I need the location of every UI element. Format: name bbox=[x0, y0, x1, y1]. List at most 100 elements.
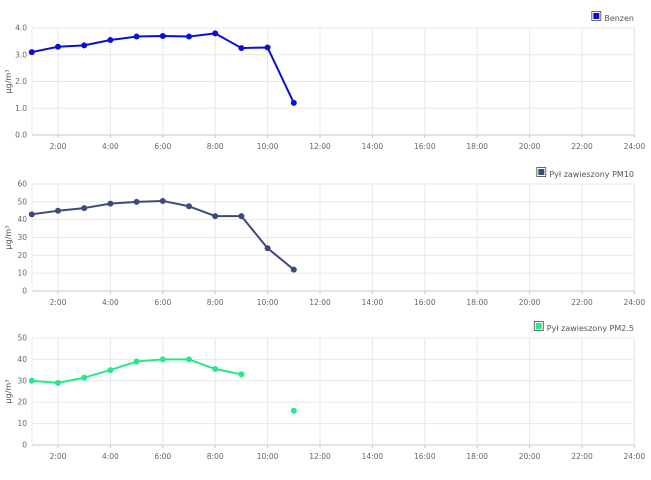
legend-swatch[interactable] bbox=[538, 169, 545, 175]
data-point[interactable] bbox=[133, 33, 140, 40]
y-tick-label: 20 bbox=[17, 398, 27, 407]
y-tick-label: 0.0 bbox=[15, 131, 27, 140]
x-tick-label: 10:00 bbox=[257, 452, 279, 461]
x-tick-label: 10:00 bbox=[257, 142, 279, 151]
legend-swatch-border bbox=[533, 321, 544, 331]
data-point[interactable] bbox=[212, 30, 219, 37]
y-tick-label: 30 bbox=[17, 233, 27, 242]
legend-swatch-border bbox=[536, 167, 547, 177]
x-tick-label: 24:00 bbox=[624, 452, 646, 461]
x-tick-label: 6:00 bbox=[154, 452, 171, 461]
y-tick-label: 60 bbox=[17, 180, 27, 189]
x-tick-label: 16:00 bbox=[414, 142, 436, 151]
x-tick-label: 2:00 bbox=[50, 142, 67, 151]
legend-swatch[interactable] bbox=[593, 13, 600, 19]
data-point[interactable] bbox=[264, 44, 271, 51]
data-point[interactable] bbox=[107, 367, 114, 374]
data-point[interactable] bbox=[238, 371, 245, 378]
y-axis-label: µg/m³ bbox=[4, 70, 13, 94]
data-point[interactable] bbox=[133, 358, 140, 365]
x-tick-label: 4:00 bbox=[102, 298, 119, 307]
data-point[interactable] bbox=[55, 207, 61, 214]
y-axis-label: µg/m³ bbox=[4, 380, 13, 404]
x-tick-label: 24:00 bbox=[624, 298, 646, 307]
chart-panel-3: 0 10 20 30 40 50 2:00 4:00 6:00 8:00 10:00 12:00 14:… bbox=[4, 321, 646, 461]
x-tick-label: 12:00 bbox=[309, 452, 331, 461]
legend-label[interactable]: Pył zawieszony PM2.5 bbox=[547, 324, 634, 333]
y-tick-label: 10 bbox=[17, 419, 27, 428]
legend-label[interactable]: Benzen bbox=[604, 14, 634, 23]
data-point[interactable] bbox=[186, 33, 192, 40]
data-point[interactable] bbox=[159, 356, 166, 363]
legend-swatch[interactable] bbox=[535, 323, 542, 329]
data-point[interactable] bbox=[28, 211, 35, 218]
x-tick-label: 10:00 bbox=[257, 298, 279, 307]
x-tick-label: 8:00 bbox=[207, 298, 224, 307]
x-tick-label: 22:00 bbox=[571, 452, 593, 461]
data-point[interactable] bbox=[186, 356, 192, 363]
data-point[interactable] bbox=[81, 374, 88, 381]
data-point[interactable] bbox=[212, 213, 219, 220]
y-tick-label: 50 bbox=[17, 197, 27, 206]
data-point[interactable] bbox=[28, 49, 35, 56]
data-point[interactable] bbox=[290, 407, 297, 414]
legend-swatch-border bbox=[591, 11, 602, 21]
y-tick-label: 0 bbox=[22, 441, 27, 450]
x-tick-label: 2:00 bbox=[50, 298, 67, 307]
data-point[interactable] bbox=[264, 245, 271, 252]
y-tick-label: 30 bbox=[17, 376, 27, 385]
x-tick-label: 18:00 bbox=[466, 298, 488, 307]
y-tick-label: 3.0 bbox=[15, 50, 27, 59]
x-tick-label: 14:00 bbox=[362, 142, 384, 151]
y-tick-label: 40 bbox=[17, 215, 27, 224]
chart-panel-1: 0.0 1.0 2.0 3.0 4.0 2:00 4:00 6:00 8:00 10:00 12:0… bbox=[4, 11, 646, 151]
x-tick-label: 4:00 bbox=[102, 142, 119, 151]
y-axis-label: µg/m³ bbox=[4, 226, 13, 250]
x-tick-label: 14:00 bbox=[362, 298, 384, 307]
x-tick-label: 16:00 bbox=[414, 298, 436, 307]
data-point[interactable] bbox=[212, 366, 219, 373]
data-point[interactable] bbox=[290, 266, 297, 273]
x-tick-label: 20:00 bbox=[519, 452, 541, 461]
x-tick-label: 18:00 bbox=[466, 142, 488, 151]
y-tick-label: 10 bbox=[17, 269, 27, 278]
data-point[interactable] bbox=[238, 45, 245, 52]
data-point[interactable] bbox=[107, 200, 114, 207]
x-tick-label: 22:00 bbox=[571, 142, 593, 151]
data-point[interactable] bbox=[159, 197, 166, 204]
x-tick-label: 8:00 bbox=[207, 142, 224, 151]
x-tick-label: 22:00 bbox=[571, 298, 593, 307]
x-tick-label: 20:00 bbox=[519, 142, 541, 151]
y-tick-label: 0 bbox=[22, 287, 27, 296]
data-point[interactable] bbox=[159, 33, 166, 40]
data-point[interactable] bbox=[28, 377, 35, 384]
x-tick-label: 12:00 bbox=[309, 142, 331, 151]
x-tick-label: 4:00 bbox=[102, 452, 119, 461]
x-tick-label: 14:00 bbox=[362, 452, 384, 461]
x-tick-label: 18:00 bbox=[466, 452, 488, 461]
y-tick-label: 4.0 bbox=[15, 24, 27, 33]
x-tick-label: 6:00 bbox=[154, 142, 171, 151]
chart-panel-2: 0 10 20 30 40 50 60 2:00 4:00 6:00 8:00 10:00 12:00 1… bbox=[4, 167, 646, 307]
data-point[interactable] bbox=[133, 198, 140, 205]
data-point[interactable] bbox=[238, 213, 245, 220]
data-point[interactable] bbox=[186, 203, 192, 210]
x-tick-label: 2:00 bbox=[50, 452, 67, 461]
y-tick-label: 2.0 bbox=[15, 77, 27, 86]
data-point[interactable] bbox=[290, 99, 297, 106]
y-tick-label: 40 bbox=[17, 355, 27, 364]
y-tick-label: 1.0 bbox=[15, 104, 27, 113]
legend-label[interactable]: Pył zawieszony PM10 bbox=[549, 170, 634, 179]
x-tick-label: 16:00 bbox=[414, 452, 436, 461]
y-tick-label: 50 bbox=[17, 334, 27, 343]
x-tick-label: 24:00 bbox=[624, 142, 646, 151]
data-point[interactable] bbox=[107, 37, 114, 44]
x-tick-label: 20:00 bbox=[519, 298, 541, 307]
y-tick-label: 20 bbox=[17, 251, 27, 260]
x-tick-label: 12:00 bbox=[309, 298, 331, 307]
data-point[interactable] bbox=[55, 379, 61, 386]
data-point[interactable] bbox=[81, 205, 88, 212]
data-point[interactable] bbox=[55, 43, 61, 50]
data-point[interactable] bbox=[81, 42, 88, 49]
